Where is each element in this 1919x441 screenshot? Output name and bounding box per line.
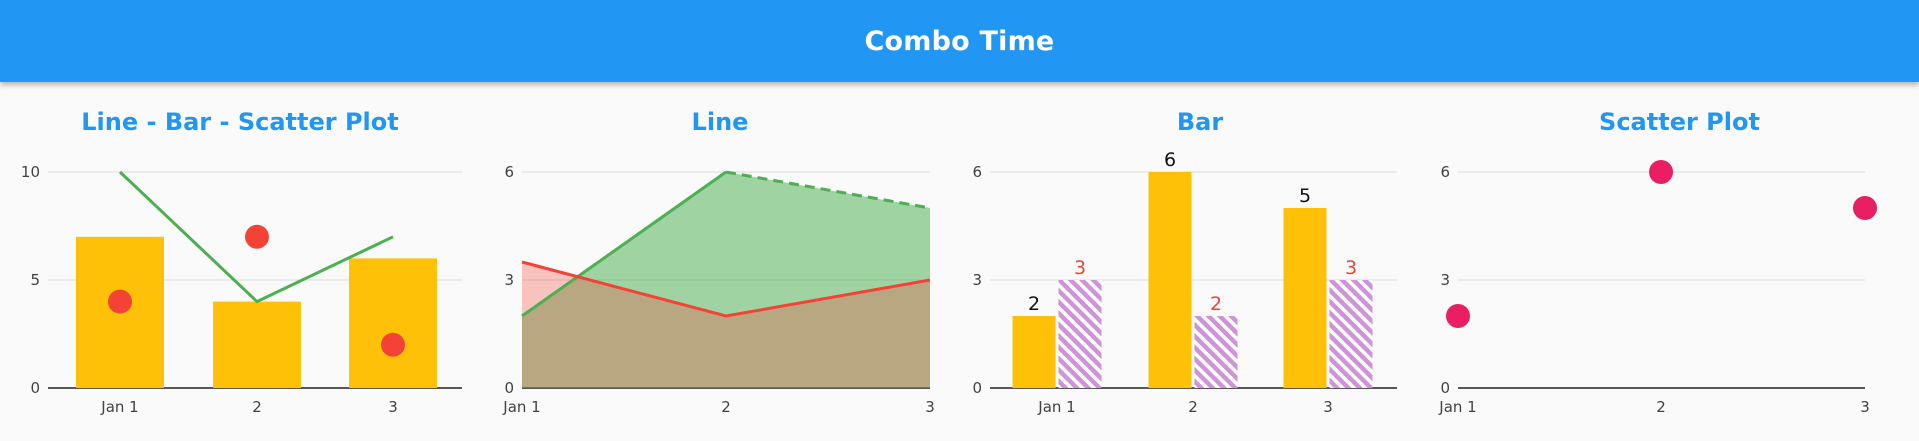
scatter-chart: 0 3 6 Jan 1 2 3: [1438, 160, 1877, 416]
scatter-point: [108, 289, 132, 314]
x-tick-label: 2: [1656, 398, 1666, 416]
y-tick-label: 5: [30, 271, 40, 289]
scatter-chart-title: Scatter Plot: [1599, 108, 1760, 136]
combo-chart-title: Line - Bar - Scatter Plot: [81, 108, 399, 136]
x-tick-label: Jan 1: [1037, 398, 1075, 416]
scatter-point: [245, 224, 269, 249]
line-segment-green-dashed: [725, 170, 931, 210]
bar-value-label: 3: [1345, 257, 1357, 279]
bar-hatched: [1194, 316, 1238, 388]
y-tick-label: 0: [972, 379, 982, 397]
x-tick-label: 2: [252, 398, 262, 416]
y-tick-label: 10: [21, 163, 40, 181]
line-chart: 0 3 6 Jan 1 2 3: [502, 163, 935, 416]
scatter-chart-panel: Scatter Plot 0 3 6 Jan 1 2 3: [1438, 82, 1919, 441]
x-tick-label: Jan 1: [1438, 398, 1476, 416]
line-series-red: [521, 260, 931, 318]
combo-chart-panel: Line - Bar - Scatter Plot 0 5 10 Jan 1 2 3: [0, 82, 480, 441]
y-tick-label: 6: [1440, 163, 1450, 181]
bar-value-label: 5: [1299, 185, 1311, 207]
x-tick-label: 3: [388, 398, 398, 416]
y-tick-label: 3: [504, 271, 514, 289]
bar-chart-panel: Bar 0 3 6 Jan 1 2 3 2 6 5 3 2 3: [960, 82, 1440, 441]
bar: [1283, 208, 1327, 388]
y-tick-label: 0: [1440, 379, 1450, 397]
line-chart-title: Line: [691, 108, 749, 136]
line-chart-panel: Line 0 3 6 Jan 1 2 3: [480, 82, 960, 441]
bar-value-label: 2: [1210, 293, 1222, 315]
x-tick-label: Jan 1: [502, 398, 540, 416]
bar: [1148, 172, 1192, 388]
bar: [213, 301, 301, 388]
app-title: Combo Time: [864, 25, 1055, 57]
y-tick-label: 6: [504, 163, 514, 181]
bar: [349, 258, 437, 388]
scatter-point: [1649, 160, 1673, 184]
bar-hatched: [1058, 280, 1102, 388]
x-tick-label: 2: [721, 398, 731, 416]
y-tick-label: 3: [1440, 271, 1450, 289]
scatter-point: [381, 332, 405, 357]
bar-value-label: 6: [1164, 149, 1176, 171]
line-segment-green: [521, 170, 727, 318]
y-tick-label: 3: [972, 271, 982, 289]
area-series-red: [522, 262, 930, 388]
bar-value-label: 3: [1074, 257, 1086, 279]
line-series: [118, 170, 394, 304]
area-series-green: [522, 172, 930, 388]
x-tick-label: 3: [925, 398, 935, 416]
app-bar: Combo Time: [0, 0, 1919, 82]
bar-chart-title: Bar: [1176, 108, 1224, 136]
y-tick-label: 6: [972, 163, 982, 181]
bar: [1012, 316, 1056, 388]
bar-hatched: [1329, 280, 1373, 388]
x-tick-label: 3: [1323, 398, 1333, 416]
y-tick-label: 0: [30, 379, 40, 397]
bar-value-label: 2: [1028, 293, 1040, 315]
bar-chart: 0 3 6 Jan 1 2 3 2 6 5 3 2 3: [972, 149, 1397, 416]
x-tick-label: Jan 1: [100, 398, 138, 416]
y-tick-label: 0: [504, 379, 514, 397]
x-tick-label: 2: [1188, 398, 1198, 416]
scatter-point: [1853, 196, 1877, 220]
combo-chart: 0 5 10 Jan 1 2 3: [21, 163, 462, 416]
x-tick-label: 3: [1860, 398, 1870, 416]
scatter-point: [1446, 304, 1470, 328]
